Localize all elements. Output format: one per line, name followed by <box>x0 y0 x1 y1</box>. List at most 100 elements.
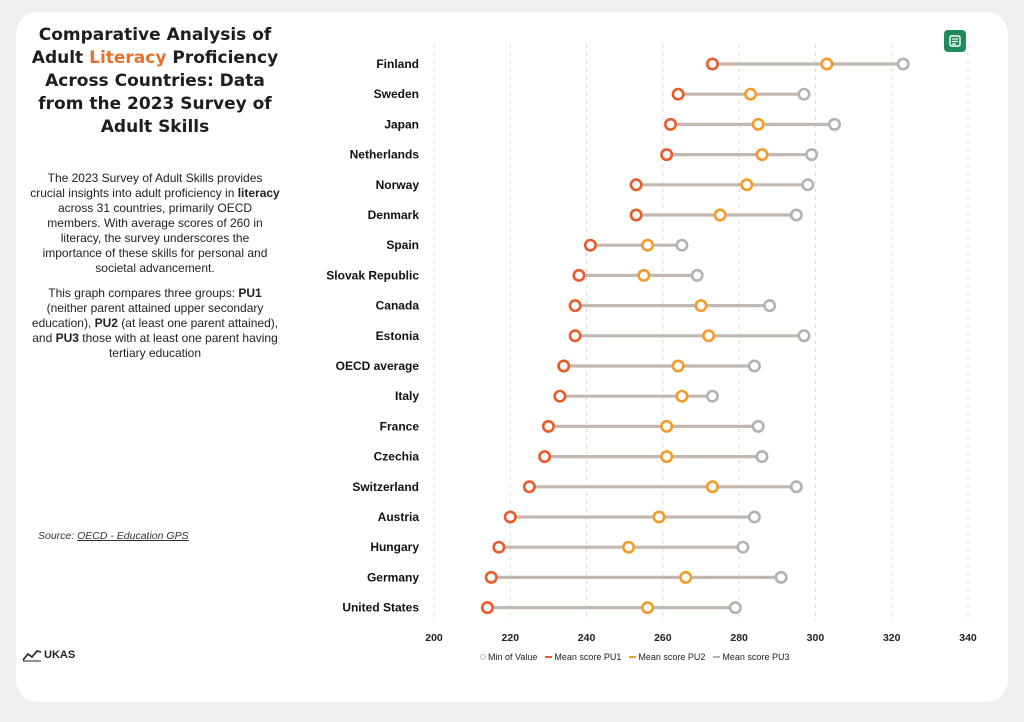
y-category-label: France <box>380 419 420 433</box>
x-tick-label: 280 <box>730 632 748 644</box>
marker-pu1 <box>553 389 567 403</box>
marker-pu3 <box>801 178 815 192</box>
marker-pu1 <box>492 540 506 554</box>
y-category-label: United States <box>342 601 419 615</box>
y-category-label: Slovak Republic <box>326 268 419 282</box>
marker-pu2 <box>740 178 754 192</box>
marker-pu3 <box>690 268 704 282</box>
marker-pu3 <box>736 540 750 554</box>
source-note: Source: OECD - Education GPS <box>38 530 189 542</box>
marker-pu1 <box>480 601 494 615</box>
marker-pu3 <box>789 480 803 494</box>
y-category-label: Spain <box>386 238 419 252</box>
marker-pu2 <box>641 238 655 252</box>
y-category-label: Germany <box>367 570 419 584</box>
legend-item-min: Min of Value <box>480 652 537 662</box>
export-button[interactable] <box>944 30 966 52</box>
marker-pu3 <box>751 419 765 433</box>
x-tick-label: 260 <box>654 632 672 644</box>
x-tick-label: 200 <box>425 632 443 644</box>
chart-legend: Min of Value Mean score PU1 Mean score P… <box>480 652 789 662</box>
marker-pu1 <box>541 419 555 433</box>
x-tick-label: 240 <box>578 632 596 644</box>
x-tick-label: 300 <box>807 632 825 644</box>
y-category-label: OECD average <box>336 359 420 373</box>
marker-pu3 <box>797 329 811 343</box>
marker-pu3 <box>805 148 819 162</box>
marker-pu1 <box>583 238 597 252</box>
description-paragraph-1: The 2023 Survey of Adult Skills provides… <box>30 171 280 275</box>
marker-pu3 <box>747 359 761 373</box>
source-link[interactable]: OECD - Education GPS <box>77 530 189 542</box>
marker-pu2 <box>679 570 693 584</box>
marker-pu1 <box>572 268 586 282</box>
marker-pu1 <box>557 359 571 373</box>
legend-swatch-pu2 <box>629 656 637 658</box>
marker-pu1 <box>503 510 517 524</box>
marker-pu3 <box>797 87 811 101</box>
marker-pu1 <box>660 148 674 162</box>
marker-pu2 <box>637 268 651 282</box>
y-category-label: Japan <box>384 117 419 131</box>
legend-swatch-pu3 <box>713 656 721 658</box>
y-category-label: Czechia <box>374 450 420 464</box>
marker-pu1 <box>671 87 685 101</box>
y-category-label: Switzerland <box>352 480 419 494</box>
marker-pu3 <box>789 208 803 222</box>
legend-swatch-pu1 <box>545 656 553 658</box>
marker-pu2 <box>675 389 689 403</box>
marker-pu2 <box>751 117 765 131</box>
marker-pu3 <box>763 299 777 313</box>
marker-pu3 <box>705 389 719 403</box>
x-tick-label: 220 <box>502 632 520 644</box>
marker-pu2 <box>694 299 708 313</box>
left-panel: Comparative Analysis of Adult Literacy P… <box>30 24 280 371</box>
marker-pu2 <box>744 87 758 101</box>
y-category-label: Italy <box>395 389 419 403</box>
marker-pu2 <box>641 601 655 615</box>
marker-pu3 <box>774 570 788 584</box>
marker-pu3 <box>747 510 761 524</box>
title-highlight: Literacy <box>89 48 167 68</box>
y-category-label: Estonia <box>376 329 420 343</box>
chart-card <box>16 12 1008 702</box>
marker-pu1 <box>538 450 552 464</box>
marker-pu2 <box>755 148 769 162</box>
marker-pu1 <box>568 299 582 313</box>
description-paragraph-2: This graph compares three groups: PU1 (n… <box>31 286 279 360</box>
y-category-label: Sweden <box>374 87 419 101</box>
logo: UKAS <box>22 648 75 662</box>
marker-pu3 <box>896 57 910 71</box>
marker-pu1 <box>663 117 677 131</box>
marker-pu2 <box>702 329 716 343</box>
marker-pu1 <box>522 480 536 494</box>
marker-pu2 <box>713 208 727 222</box>
page-title: Comparative Analysis of Adult Literacy P… <box>31 25 279 137</box>
marker-pu1 <box>705 57 719 71</box>
marker-pu1 <box>629 208 643 222</box>
y-category-label: Norway <box>376 178 420 192</box>
legend-item-pu2: Mean score PU2 <box>629 652 705 662</box>
x-tick-label: 320 <box>883 632 901 644</box>
legend-marker-min <box>480 654 486 660</box>
y-category-label: Denmark <box>368 208 420 222</box>
y-category-label: Finland <box>376 57 419 71</box>
logo-text: UKAS <box>44 649 76 661</box>
x-tick-label: 340 <box>959 632 977 644</box>
description: The 2023 Survey of Adult Skills provides… <box>30 171 280 361</box>
marker-pu2 <box>671 359 685 373</box>
marker-pu1 <box>629 178 643 192</box>
marker-pu2 <box>622 540 636 554</box>
marker-pu2 <box>705 480 719 494</box>
marker-pu2 <box>660 419 674 433</box>
export-icon <box>949 35 961 47</box>
marker-pu3 <box>827 117 841 131</box>
marker-pu3 <box>728 601 742 615</box>
marker-pu3 <box>755 450 769 464</box>
legend-item-pu1: Mean score PU1 <box>545 652 621 662</box>
marker-pu1 <box>568 329 582 343</box>
y-category-label: Hungary <box>370 540 419 554</box>
marker-pu2 <box>660 450 674 464</box>
marker-pu2 <box>820 57 834 71</box>
